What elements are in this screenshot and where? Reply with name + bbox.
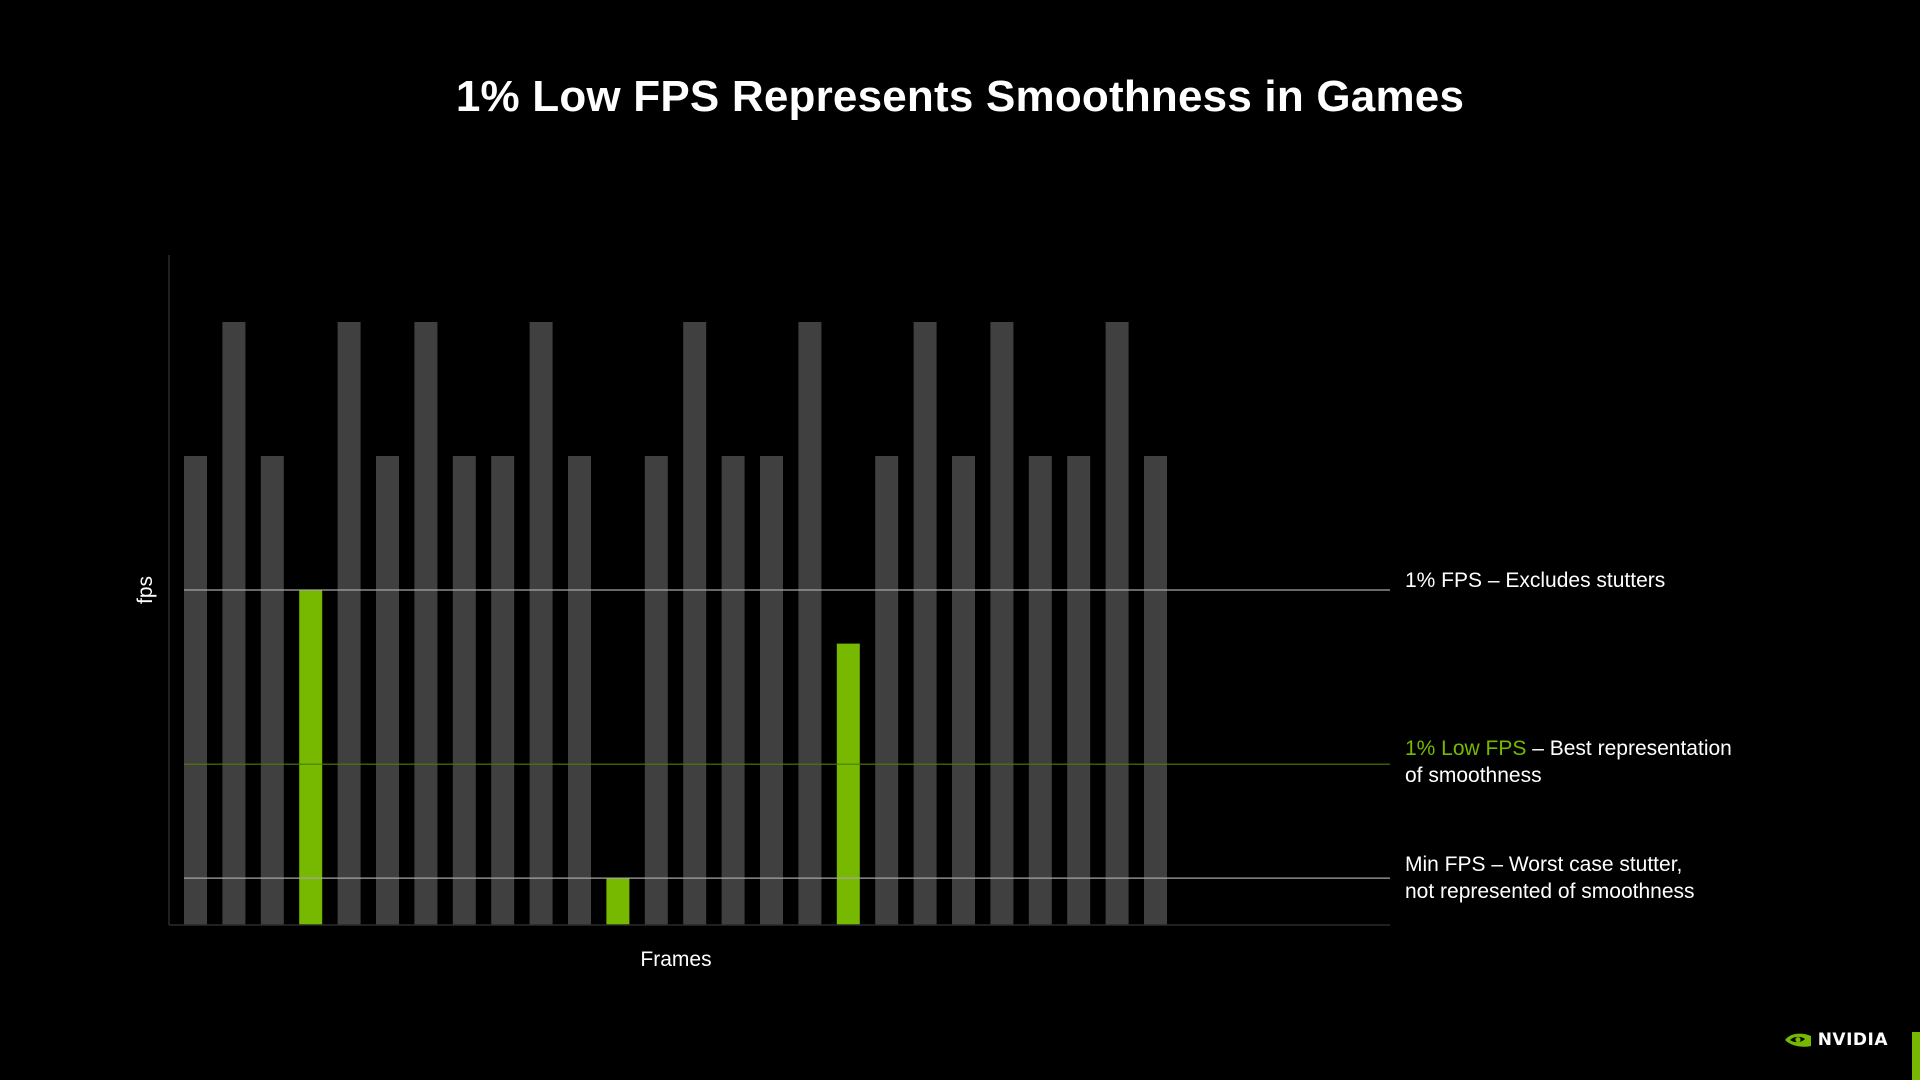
corner-accent-bar [1912,1032,1920,1080]
bar [452,456,476,925]
annotation-one-pct-low-rest-2: of smoothness [1405,764,1542,787]
annotation-one-pct-fps-text: 1% FPS – Excludes stutters [1405,569,1666,592]
bar-highlight [606,878,630,925]
bar [1144,456,1167,925]
bar [990,322,1014,925]
bar-highlight [836,643,860,925]
bar [414,322,438,925]
annotation-min-fps-line1: Min FPS – Worst case stutter, [1405,853,1683,876]
bar [952,456,975,925]
bar [184,456,207,925]
bar [529,322,553,925]
reference-lines [184,589,1390,879]
y-axis-label: fps [134,576,157,604]
brand-name: NVIDIA [1817,1030,1888,1050]
annotation-min-fps: Min FPS – Worst case stutter, not repres… [1405,851,1695,905]
annotation-one-pct-low-rest-1: – Best representation [1526,737,1732,760]
bar [1105,322,1129,925]
bar [721,456,745,925]
annotation-one-pct-low: 1% Low FPS – Best representation of smoo… [1405,735,1732,789]
annotation-one-pct-low-accent: 1% Low FPS [1405,737,1527,760]
bar [376,456,399,925]
bar [875,456,899,925]
bar [568,456,591,925]
bar-group [184,322,1167,925]
bar [798,322,822,925]
chart-title: 1% Low FPS Represents Smoothness in Game… [455,72,1465,121]
bar [260,456,284,925]
nvidia-eye-icon [1784,1033,1811,1047]
bar-highlight [299,590,323,925]
bar [913,322,937,925]
x-axis-label: Frames [640,948,711,971]
bar [1028,456,1052,925]
bar [644,456,668,925]
nvidia-logo: NVIDIA [1784,1030,1888,1050]
bar [491,456,515,925]
annotation-one-pct-fps: 1% FPS – Excludes stutters [1405,567,1665,594]
bar [337,322,361,925]
bar [683,322,707,925]
bar [1067,456,1091,925]
bar [760,456,783,925]
bar [222,322,246,925]
annotation-min-fps-line2: not represented of smoothness [1405,880,1695,903]
